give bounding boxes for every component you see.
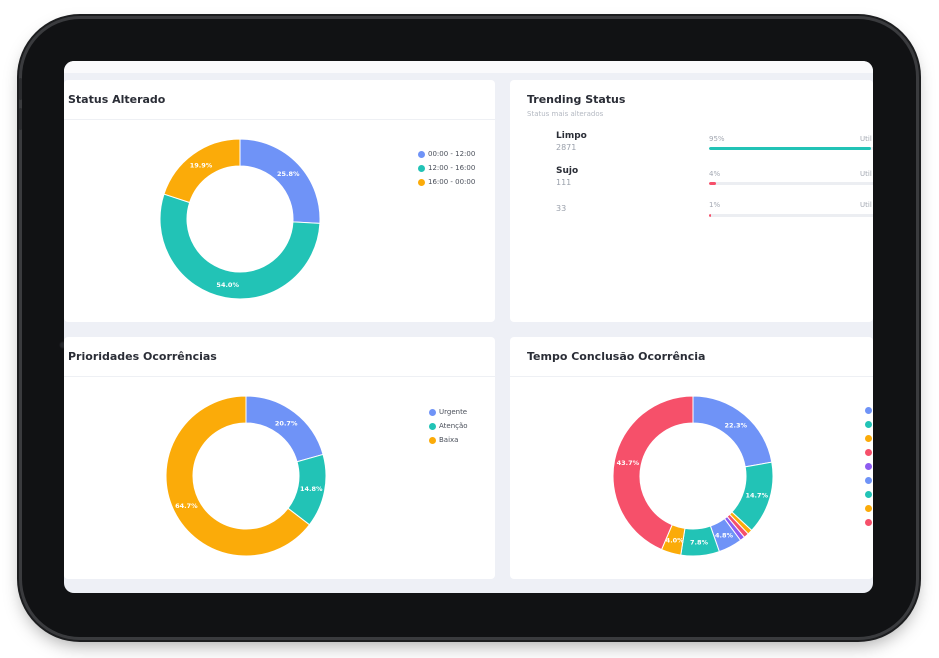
- legend-dot: [418, 164, 425, 172]
- trend-count: 33: [556, 204, 567, 213]
- legend-dot: [865, 406, 872, 414]
- legend-label: Urgente: [439, 408, 468, 416]
- legend-item[interactable]: [865, 403, 873, 417]
- trend-util: Util: [860, 170, 872, 178]
- volume-button: [19, 108, 22, 130]
- legend-item[interactable]: 12:00 - 16:00: [418, 161, 475, 175]
- legend-label: 00:00 - 12:00: [428, 150, 476, 158]
- slice-label: 20.7%: [275, 420, 298, 428]
- divider: [510, 376, 873, 377]
- trend-util: Util: [860, 135, 872, 143]
- legend-item[interactable]: [865, 515, 873, 529]
- slice-label: 7.8%: [690, 539, 709, 547]
- trend-percent: 1%: [709, 201, 721, 209]
- legend-dot: [865, 434, 872, 442]
- legend-item[interactable]: [865, 487, 873, 501]
- legend-dot: [865, 420, 872, 428]
- trend-count: 111: [556, 178, 572, 187]
- prioridades-donut: 20.7% 14.8% 64.7%: [165, 395, 327, 557]
- slice-label: 4.8%: [715, 531, 734, 539]
- legend-dot: [429, 436, 436, 444]
- card-title: Prioridades Ocorrências: [68, 350, 217, 363]
- slice-label: 25.8%: [277, 170, 300, 178]
- status-alterado-legend: 00:00 - 12:00 12:00 - 16:00 16:00 - 00:0…: [418, 147, 475, 189]
- legend-dot: [865, 504, 872, 512]
- donut-slice[interactable]: [239, 138, 321, 224]
- legend-item[interactable]: 00:00 - 12:00: [418, 147, 475, 161]
- legend-item[interactable]: [865, 445, 873, 459]
- trend-label: Limpo: [556, 131, 587, 141]
- donut-slice[interactable]: [159, 193, 321, 300]
- prioridades-card: Prioridades Ocorrências 20.7% 14.8% 64.7% …: [64, 337, 495, 579]
- legend-dot: [865, 462, 872, 470]
- camera-lens: [59, 341, 67, 349]
- divider: [64, 376, 495, 377]
- donut-slice[interactable]: [165, 395, 311, 557]
- slice-label: 22.3%: [724, 422, 747, 430]
- card-title: Trending Status: [527, 93, 626, 106]
- trend-progress-fill: [709, 182, 716, 185]
- prioridades-legend: Urgente Atenção Baixa: [429, 405, 468, 447]
- trend-label: Sujo: [556, 166, 579, 176]
- legend-dot: [429, 408, 436, 416]
- status-alterado-donut: 25.8% 54.0% 19.9%: [159, 138, 321, 300]
- legend-label: Atenção: [439, 422, 468, 430]
- slice-label: 4.0%: [666, 536, 685, 544]
- tempo-conclusao-donut: 22.3% 14.7% 4.8% 7.8% 4.0% 43.7%: [612, 395, 774, 557]
- trend-progress-fill: [709, 147, 871, 150]
- slice-label: 64.7%: [175, 502, 198, 510]
- legend-item[interactable]: Atenção: [429, 419, 468, 433]
- trend-percent: 95%: [709, 135, 725, 143]
- trend-progress-bar: [709, 147, 873, 150]
- legend-dot: [865, 518, 872, 526]
- legend-dot: [418, 150, 425, 158]
- trend-percent: 4%: [709, 170, 721, 178]
- trending-status-card: Trending Status Status mais alterados Li…: [510, 80, 873, 322]
- legend-dot: [429, 422, 436, 430]
- donut-slice[interactable]: [612, 395, 694, 551]
- card-title: Status Alterado: [68, 93, 166, 106]
- legend-item[interactable]: [865, 459, 873, 473]
- legend-dot: [865, 490, 872, 498]
- trend-count: 2871: [556, 143, 577, 152]
- trend-util: Util: [860, 201, 872, 209]
- trend-progress-fill: [709, 214, 711, 217]
- divider: [64, 119, 495, 120]
- donut-slice[interactable]: [163, 138, 241, 204]
- tempo-conclusao-card: Tempo Conclusão Ocorrência 22.3% 14.7% 4.8…: [510, 337, 873, 579]
- legend-dot: [418, 178, 425, 186]
- dashboard-screen: Status Alterado 25.8% 54.0% 19.9% 00:00 - …: [64, 61, 873, 593]
- top-bar: [64, 61, 873, 73]
- legend-label: Baixa: [439, 436, 459, 444]
- status-alterado-card: Status Alterado 25.8% 54.0% 19.9% 00:00 - …: [64, 80, 495, 322]
- slice-label: 14.8%: [300, 485, 323, 493]
- legend-item[interactable]: [865, 417, 873, 431]
- slice-label: 19.9%: [190, 162, 213, 170]
- legend-dot: [865, 476, 872, 484]
- legend-item[interactable]: [865, 473, 873, 487]
- card-subtitle: Status mais alterados: [527, 110, 604, 118]
- trend-progress-bar: [709, 182, 873, 185]
- legend-dot: [865, 448, 872, 456]
- legend-item[interactable]: [865, 431, 873, 445]
- legend-label: 16:00 - 00:00: [428, 178, 476, 186]
- slice-label: 43.7%: [617, 459, 640, 467]
- legend-item[interactable]: Baixa: [429, 433, 468, 447]
- trend-progress-bar: [709, 214, 873, 217]
- legend-item[interactable]: Urgente: [429, 405, 468, 419]
- slice-label: 54.0%: [216, 281, 239, 289]
- volume-button: [19, 78, 22, 100]
- legend-label: 12:00 - 16:00: [428, 164, 476, 172]
- tempo-conclusao-legend: [865, 403, 873, 529]
- slice-label: 14.7%: [746, 491, 769, 499]
- donut-slice[interactable]: [692, 395, 773, 468]
- legend-item[interactable]: 16:00 - 00:00: [418, 175, 475, 189]
- card-title: Tempo Conclusão Ocorrência: [527, 350, 706, 363]
- donut-slice[interactable]: [245, 395, 324, 463]
- legend-item[interactable]: [865, 501, 873, 515]
